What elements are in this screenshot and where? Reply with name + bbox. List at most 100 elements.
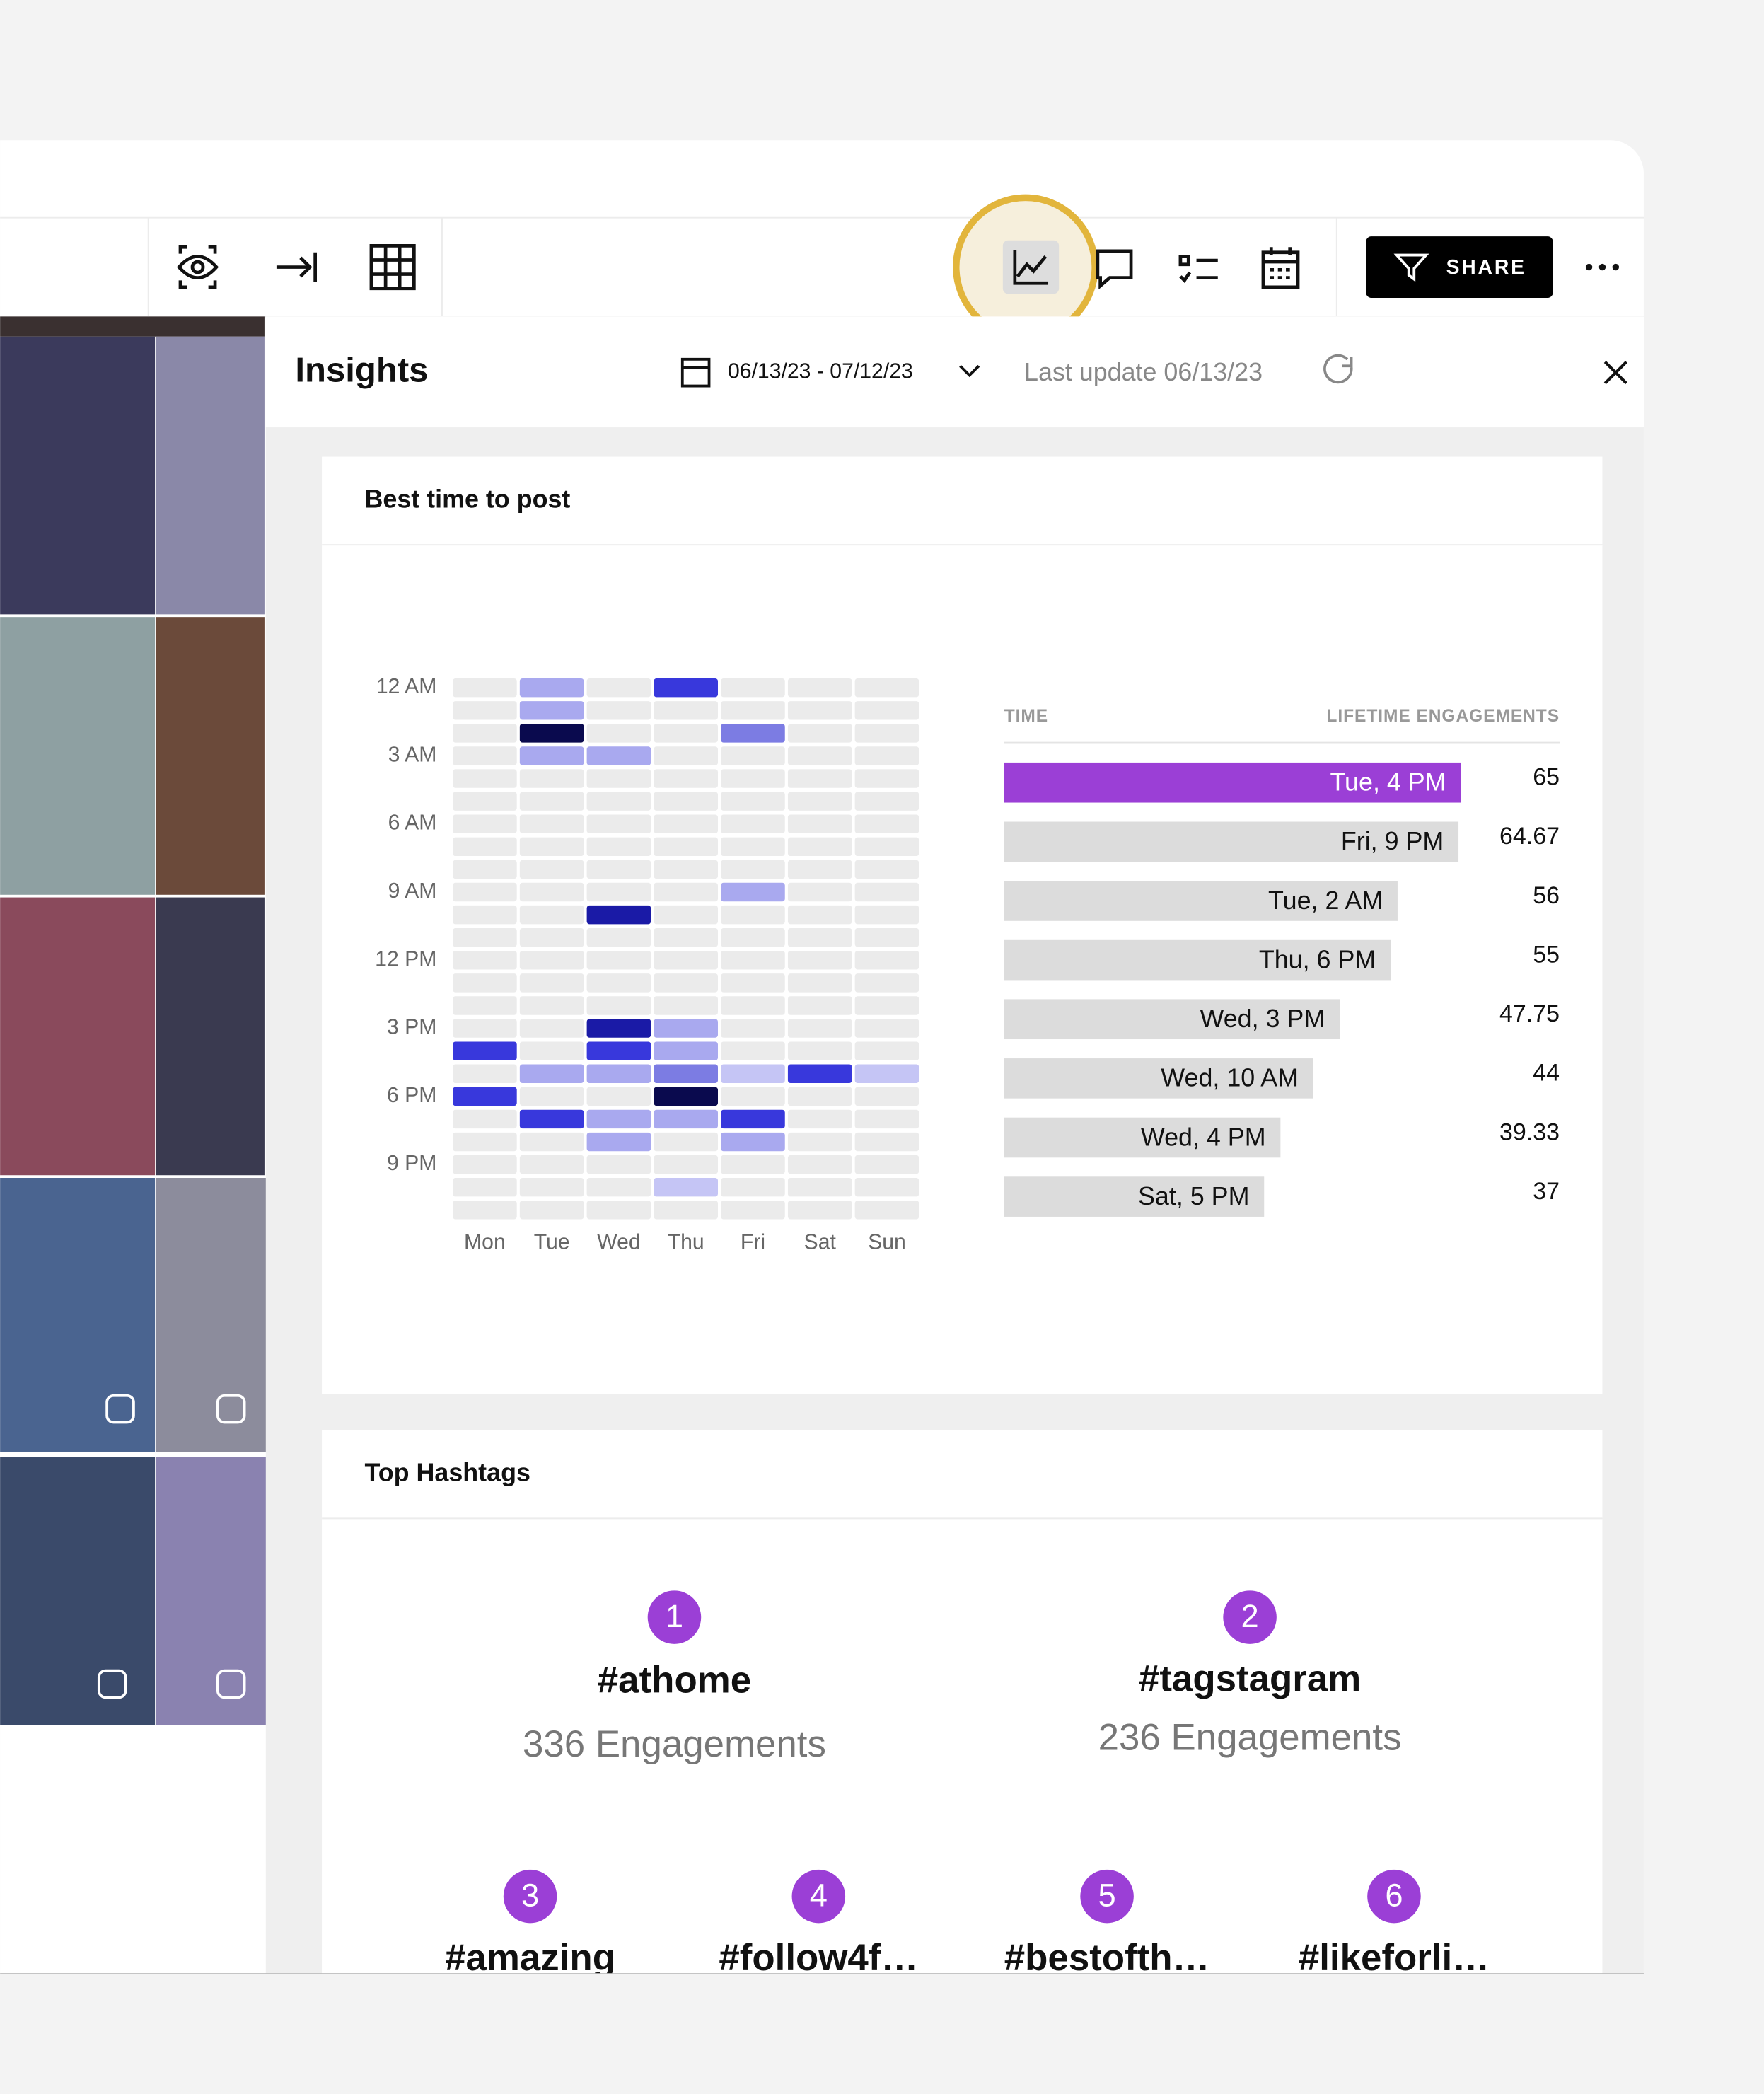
heat-cell (787, 1064, 852, 1083)
card-title: Top Hashtags (364, 1459, 530, 1487)
calendar-icon[interactable] (680, 357, 711, 388)
heat-cell (854, 973, 919, 993)
heat-cell (654, 769, 718, 788)
more-menu[interactable] (1585, 263, 1620, 271)
heat-cell (586, 1109, 651, 1129)
heat-cell (787, 1201, 852, 1220)
heat-cell (787, 678, 852, 698)
heat-cell (519, 769, 584, 788)
photo-grid[interactable] (0, 316, 273, 1725)
heat-cell (453, 1064, 517, 1083)
engagements: 236 Engagements (1098, 1717, 1402, 1759)
heat-cell (654, 973, 718, 993)
heat-cell (519, 678, 584, 698)
heat-cell (654, 905, 718, 925)
heat-cell (453, 701, 517, 720)
heat-cell (787, 1109, 852, 1129)
heat-cell (453, 860, 517, 879)
share-button[interactable] (1366, 236, 1553, 298)
heat-cell (787, 905, 852, 925)
bar-label: Wed, 10 AM (1161, 1064, 1299, 1092)
heat-cell (586, 905, 651, 925)
heat-cell (586, 927, 651, 947)
heat-cell (586, 1178, 651, 1197)
rank-number: 6 (1385, 1877, 1403, 1913)
heat-cell (453, 678, 517, 698)
value-label: 37 (1533, 1178, 1560, 1205)
heat-cell (453, 769, 517, 788)
heat-cell (854, 1132, 919, 1152)
heat-cell (453, 996, 517, 1015)
heat-cell (586, 678, 651, 698)
heat-cell (654, 724, 718, 743)
bar-label: Thu, 6 PM (1259, 945, 1376, 973)
heat-cell (721, 882, 785, 902)
heat-cell (519, 792, 584, 811)
heat-cell (721, 1178, 785, 1197)
rank-badge (647, 1590, 702, 1644)
heat-cell (721, 1201, 785, 1220)
heat-cell (453, 1019, 517, 1038)
bar-label: Tue, 4 PM (1330, 768, 1446, 797)
heat-cell (654, 1201, 718, 1220)
heat-cell (519, 1155, 584, 1174)
heat-cell (787, 814, 852, 833)
share-icon (1393, 253, 1429, 282)
column-header: LIFETIME ENGAGEMENTS (1326, 707, 1560, 726)
date-range[interactable]: 06/13/23 - 07/12/23 (728, 360, 913, 383)
heat-cell (721, 951, 785, 970)
heat-cell (586, 1087, 651, 1106)
value-label: 56 (1533, 882, 1560, 909)
best-time-card (322, 456, 1603, 1394)
bar (1004, 1058, 1313, 1099)
heat-cell (519, 1087, 584, 1106)
heat-cell (721, 860, 785, 879)
refresh-icon[interactable] (1323, 354, 1353, 384)
heat-cell (854, 882, 919, 902)
heat-cell (787, 769, 852, 788)
rank-badge (791, 1869, 846, 1924)
value-label: 44 (1533, 1060, 1560, 1087)
last-update: Last update 06/13/23 (1024, 358, 1263, 386)
close-icon[interactable] (1603, 361, 1627, 385)
heat-cell (654, 1087, 718, 1106)
value-label: 39.33 (1499, 1118, 1560, 1145)
toolbar-icons[interactable] (176, 243, 416, 291)
bar-label: Wed, 4 PM (1141, 1123, 1266, 1151)
heat-cell (519, 1132, 584, 1152)
heat-cell (854, 678, 919, 698)
heat-cell (721, 701, 785, 720)
heat-cell (721, 769, 785, 788)
heat-cell (654, 701, 718, 720)
heat-cell (519, 905, 584, 925)
heat-cell (854, 1041, 919, 1060)
hashtag: #follow4f… (719, 1937, 918, 1979)
hashtag: #bestofth… (1004, 1937, 1210, 1979)
value-label: 65 (1533, 764, 1560, 791)
date-chevron[interactable] (959, 364, 980, 378)
bar (1004, 881, 1398, 921)
heat-cell (854, 814, 919, 833)
heat-cell (519, 1109, 584, 1129)
heat-cell (519, 1064, 584, 1083)
heat-cell (721, 1087, 785, 1106)
heat-cell (453, 1132, 517, 1152)
heat-cell (519, 724, 584, 743)
heat-cell (721, 746, 785, 765)
bar (1004, 821, 1459, 862)
heat-cell (854, 837, 919, 857)
heat-cell (586, 1041, 651, 1060)
toolbar-icons-right[interactable] (1096, 247, 1300, 290)
heat-cell (519, 746, 584, 765)
heat-cell (453, 927, 517, 947)
x-tick-label: Sat (804, 1230, 837, 1254)
heat-cell (854, 996, 919, 1015)
heat-cell (787, 951, 852, 970)
value-label: 47.75 (1499, 1000, 1560, 1027)
heat-cell (787, 837, 852, 857)
heat-cell (586, 1019, 651, 1038)
x-tick-label: Wed (597, 1230, 641, 1254)
heat-cell (586, 1132, 651, 1152)
heat-cell (586, 1201, 651, 1220)
heat-cell (654, 678, 718, 698)
